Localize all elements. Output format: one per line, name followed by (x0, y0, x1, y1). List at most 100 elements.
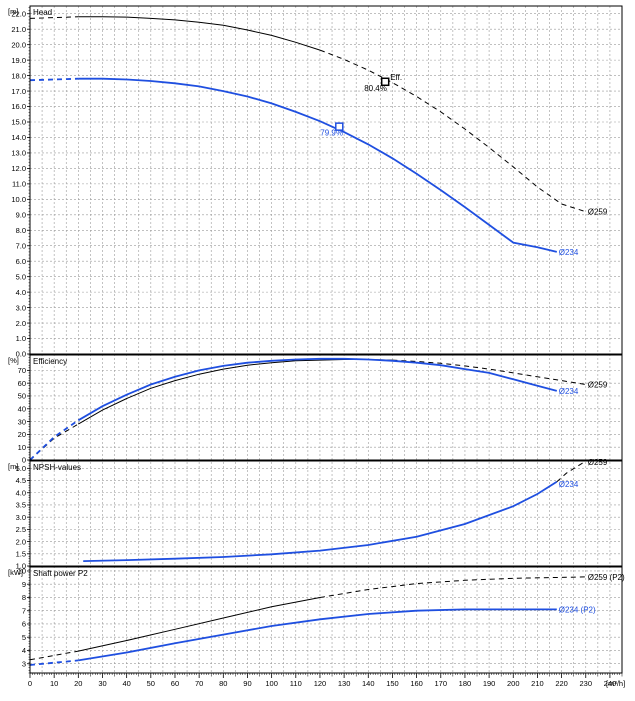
x-tick-label: 70 (195, 679, 203, 688)
y-tick-label: 2.0 (16, 319, 26, 328)
x-tick-label: 130 (338, 679, 351, 688)
y-tick-label: 20 (18, 430, 26, 439)
series-end-label: Ø234 (559, 248, 579, 257)
panel-frame-head (29, 5, 623, 355)
x-unit-label: [m³/h] (606, 679, 625, 688)
y-tick-label: 5.0 (16, 464, 26, 473)
panel-title-eff: Efficiency (33, 357, 67, 366)
y-tick-label: 8 (22, 593, 26, 602)
frame-layer (27, 5, 623, 678)
y-tick-label: 5 (22, 633, 26, 642)
x-tick-label: 190 (483, 679, 496, 688)
panel-frame-eff (29, 354, 623, 461)
y-tick-label: 3.0 (16, 513, 26, 522)
y-tick-label: 11.0 (12, 180, 26, 189)
y-tick-label: 0.0 (16, 350, 26, 359)
y-tick-label: 10.0 (11, 195, 26, 204)
x-tick-label: 30 (98, 679, 106, 688)
x-tick-label: 60 (171, 679, 179, 688)
y-tick-label: 4.5 (16, 476, 26, 485)
y-tick-label: 19.0 (11, 56, 26, 65)
y-tick-label: 10 (18, 443, 26, 452)
y-tick-label: 50 (18, 392, 26, 401)
series-line-power (29, 650, 79, 661)
series-end-label: Ø234 (559, 480, 579, 489)
y-tick-label: 2.5 (16, 525, 26, 534)
y-tick-label: 2.0 (16, 537, 26, 546)
y-tick-label: 22.0 (11, 9, 26, 18)
x-tick-label: 150 (386, 679, 399, 688)
duty-point-marker (335, 122, 344, 131)
y-tick-label: 8.0 (16, 226, 26, 235)
series-line-head (319, 49, 586, 213)
y-unit-label: [m] (8, 7, 18, 16)
y-tick-label: 9 (22, 580, 26, 589)
y-unit-label: [m] (8, 462, 18, 471)
y-tick-label: 4.0 (16, 288, 26, 297)
y-tick-label: 6.0 (16, 257, 26, 266)
panel-title-npsh: NPSH-values (33, 463, 81, 472)
curve-layer (29, 16, 587, 666)
text-layer: 0.0 1.0 2.0 3.0 4.0 5.0 6.0 7.0 8.0 9.0 10.0 11.0 12… (8, 7, 625, 688)
y-tick-label: 9.0 (16, 211, 26, 220)
x-tick-label: 200 (507, 679, 520, 688)
y-tick-label: 1.5 (16, 549, 26, 558)
y-tick-label: 0 (22, 456, 26, 465)
y-tick-label: 18.0 (11, 71, 26, 80)
y-tick-label: 7 (22, 606, 26, 615)
y-unit-label: [kW] (8, 568, 23, 577)
x-tick-label: 0 (28, 679, 32, 688)
y-tick-label: 3 (22, 659, 26, 668)
y-tick-label: 15.0 (11, 118, 26, 127)
series-end-label: Ø259 (588, 208, 608, 217)
y-tick-label: 40 (18, 404, 26, 413)
x-tick-label: 100 (265, 679, 278, 688)
x-tick-label: 230 (579, 679, 592, 688)
y-tick-label: 5.0 (16, 272, 26, 281)
x-tick-label: 220 (555, 679, 568, 688)
x-tick-label: 120 (314, 679, 327, 688)
series-line-power (78, 597, 321, 652)
x-tick-label: 80 (219, 679, 227, 688)
y-tick-label: 3.0 (16, 303, 26, 312)
y-tick-label: 60 (18, 379, 26, 388)
x-tick-label: 40 (122, 679, 130, 688)
series-line-power (78, 608, 557, 662)
x-tick-label: 10 (50, 679, 58, 688)
series-line-npsh (83, 481, 558, 562)
series-end-label: Ø259 (P2) (588, 573, 625, 582)
series-line-npsh (556, 460, 587, 483)
series-line-head (78, 16, 321, 51)
series-line-head (29, 77, 79, 82)
series-end-label: Ø259 (588, 458, 608, 467)
y-tick-label: 20.0 (11, 40, 26, 49)
y-tick-label: 17.0 (11, 87, 26, 96)
y-tick-label: 16.0 (11, 102, 26, 111)
series-line-eff (29, 419, 79, 461)
y-tick-label: 7.0 (16, 241, 26, 250)
y-tick-label: 70 (18, 366, 26, 375)
x-tick-label: 160 (410, 679, 423, 688)
marker-label: Eff. (390, 73, 402, 82)
series-line-eff (77, 357, 558, 422)
series-line-head (78, 77, 558, 253)
series-line-head (29, 16, 79, 19)
grid-layer (30, 6, 622, 673)
marker-label: 79.9% (320, 129, 343, 138)
y-tick-label: 4 (22, 646, 26, 655)
x-tick-label: 110 (290, 679, 302, 688)
series-line-power (29, 659, 79, 666)
series-line-power (319, 576, 586, 598)
y-tick-label: 12.0 (11, 164, 26, 173)
x-tick-label: 90 (243, 679, 251, 688)
y-tick-label: 30 (18, 417, 26, 426)
y-tick-label: 1.0 (16, 334, 26, 343)
y-tick-label: 13.0 (11, 149, 26, 158)
x-tick-label: 50 (147, 679, 155, 688)
x-tick-label: 20 (74, 679, 82, 688)
y-tick-label: 4.0 (16, 488, 26, 497)
x-tick-label: 180 (459, 679, 472, 688)
y-tick-label: 1.0 (16, 562, 26, 571)
y-tick-label: 6 (22, 620, 26, 629)
series-line-eff (392, 359, 586, 385)
